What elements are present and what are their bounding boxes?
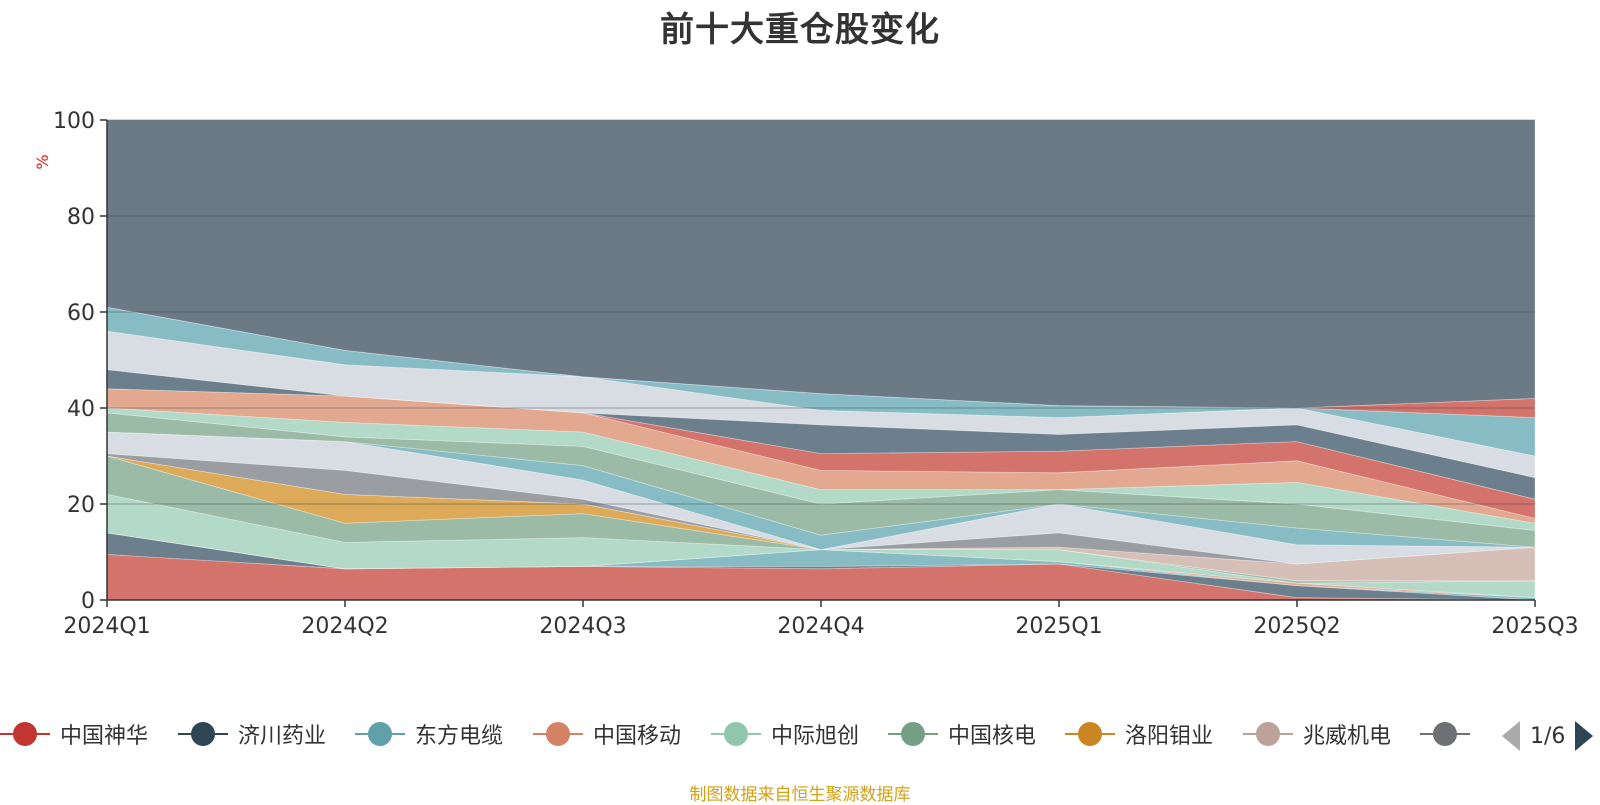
x-tick-label: 2024Q2 — [301, 614, 388, 639]
legend-items-container: 中国神华 济川药业 东方电缆 中国移动 中际旭创 中国核电 洛阳钼业 兆威机电 恒 — [0, 714, 1478, 754]
area-band-12 — [106, 412, 1536, 548]
legend-label: 中国移动 — [593, 724, 682, 749]
legend-label: 中国核电 — [948, 724, 1037, 749]
legend-item[interactable]: 中国移动 — [533, 714, 681, 754]
legend-item[interactable]: 中国神华 — [0, 714, 148, 754]
legend-item[interactable]: 恒 — [1420, 714, 1478, 754]
legend-label: 中国神华 — [60, 724, 149, 749]
area-band-19 — [106, 306, 1536, 419]
area-band-16 — [106, 369, 1536, 500]
legend-marker-icon — [1065, 714, 1115, 754]
y-tick-label: 60 — [67, 301, 95, 326]
legend-item[interactable]: 济川药业 — [178, 714, 326, 754]
legend-next-page-icon[interactable] — [1575, 721, 1594, 751]
area-band-20 — [106, 119, 1536, 409]
legend-marker-icon — [1243, 714, 1293, 754]
legend-label: 洛阳钼业 — [1125, 724, 1214, 749]
y-tick-label: 80 — [67, 205, 95, 230]
legend-marker-icon — [533, 714, 583, 754]
x-tick-label: 2025Q3 — [1491, 614, 1578, 639]
area-band-17 — [106, 330, 1536, 479]
legend-item[interactable]: 兆威机电 — [1243, 714, 1391, 754]
legend-label: 中际旭创 — [771, 724, 860, 749]
y-tick-label: 100 — [53, 109, 95, 134]
x-tick-label: 2024Q1 — [63, 614, 150, 639]
legend-page-indicator: 1/6 — [1530, 723, 1566, 749]
y-tick-label: 40 — [67, 397, 95, 422]
area-band-8 — [106, 455, 1536, 582]
chart-title: 前十大重仓股变化 — [660, 10, 940, 50]
legend-item[interactable]: 中国核电 — [888, 714, 1036, 754]
legend-label: 东方电缆 — [415, 724, 504, 749]
area-band-13 — [106, 407, 1536, 531]
legend-marker-icon — [711, 714, 761, 754]
legend-pager: 1/6 — [1502, 718, 1594, 754]
y-axis-label: % — [33, 154, 52, 169]
x-tick-label: 2024Q4 — [777, 614, 864, 639]
x-tick-label: 2025Q2 — [1253, 614, 1340, 639]
source-note: 制图数据来自恒生聚源数据库 — [689, 785, 911, 805]
y-tick-label: 20 — [67, 493, 95, 518]
area-band-18 — [106, 306, 1536, 457]
legend-label: 济川药业 — [238, 724, 327, 749]
x-tick-label: 2024Q3 — [539, 614, 626, 639]
legend-marker-icon — [1420, 714, 1470, 754]
legend-marker-icon — [888, 714, 938, 754]
legend-label: 兆威机电 — [1303, 724, 1392, 749]
legend-item[interactable]: 中际旭创 — [711, 714, 859, 754]
legend-item[interactable]: 东方电缆 — [355, 714, 503, 754]
legend-marker-icon — [0, 714, 50, 754]
area-band-10 — [106, 431, 1536, 565]
legend-marker-icon — [355, 714, 405, 754]
area-band-14 — [106, 388, 1536, 524]
legend-prev-page-icon[interactable] — [1502, 721, 1520, 751]
legend-marker-icon — [178, 714, 228, 754]
x-tick-label: 2025Q1 — [1015, 614, 1102, 639]
legend: 中国神华 济川药业 东方电缆 中国移动 中际旭创 中国核电 洛阳钼业 兆威机电 恒 — [0, 714, 1600, 754]
y-tick-label: 0 — [81, 589, 95, 614]
area-band-5 — [106, 493, 1536, 599]
legend-item[interactable]: 洛阳钼业 — [1065, 714, 1213, 754]
